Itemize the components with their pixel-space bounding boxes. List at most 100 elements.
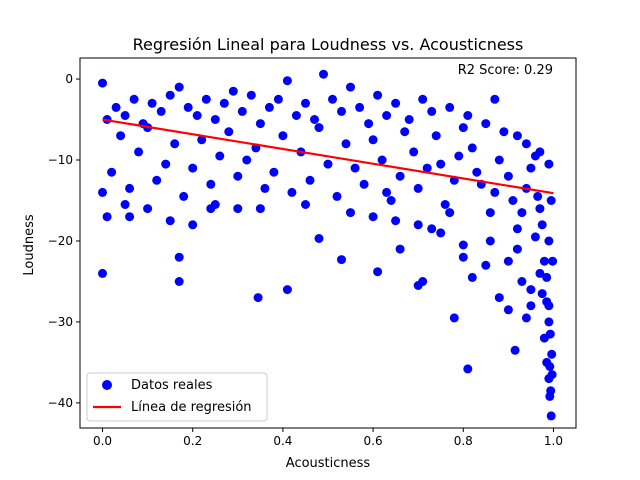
scatter-point [255, 204, 265, 214]
scatter-point [427, 106, 437, 116]
scatter-point [314, 123, 324, 133]
scatter-point [458, 123, 468, 133]
scatter-point [517, 277, 527, 286]
scatter-point [170, 139, 180, 149]
scatter-point [544, 301, 554, 311]
scatter-point [255, 119, 265, 129]
scatter-point [174, 252, 184, 262]
scatter-point [210, 200, 220, 209]
scatter-point [544, 236, 554, 246]
scatter-point [386, 196, 396, 205]
scatter-point [436, 159, 446, 169]
scatter-point [116, 131, 126, 141]
scatter-point [537, 289, 547, 299]
scatter-point [449, 313, 459, 323]
scatter-point [233, 171, 243, 181]
scatter-point [545, 362, 555, 371]
scatter-point [143, 204, 153, 214]
scatter-point [517, 208, 527, 218]
scatter-point [328, 94, 337, 104]
scatter-point [542, 272, 552, 282]
regression-line [102, 118, 554, 195]
scatter-point [494, 293, 504, 303]
scatter-point [413, 183, 423, 193]
y-tick-label: −10 [48, 153, 73, 167]
scatter-point [337, 106, 346, 116]
scatter-point [485, 236, 495, 246]
scatter-point [503, 171, 513, 181]
scatter-point [395, 171, 405, 181]
x-tick-label: 0.8 [454, 434, 473, 448]
scatter-point [427, 224, 437, 234]
scatter-point [535, 204, 545, 214]
scatter-point [512, 131, 522, 141]
scatter-point [183, 102, 193, 112]
scatter-point [319, 69, 328, 79]
x-tick-label: 0.4 [273, 434, 292, 448]
scatter-point [418, 94, 428, 104]
scatter-point [98, 187, 107, 197]
scatter-point [219, 98, 229, 108]
scatter-point [537, 220, 547, 230]
scatter-point [188, 220, 198, 230]
scatter-point [346, 208, 355, 218]
scatter-point [201, 94, 211, 104]
scatter-point [233, 204, 243, 214]
scatter-point [445, 208, 455, 218]
scatter-point [546, 196, 556, 205]
scatter-point [174, 277, 184, 286]
scatter-point [291, 111, 301, 120]
legend-label-scatter: Datos reales [131, 378, 213, 393]
scatter-point [310, 115, 319, 124]
scatter-point [161, 159, 171, 169]
scatter-point [508, 196, 518, 205]
scatter-point [147, 98, 157, 108]
scatter-point [179, 191, 189, 201]
scatter-point [253, 293, 263, 303]
scatter-point [273, 94, 283, 104]
scatter-point [364, 119, 374, 129]
scatter-point [129, 94, 139, 104]
legend-label-line: Línea de regresión [131, 400, 252, 415]
scatter-point [512, 244, 522, 254]
scatter-point [377, 155, 387, 165]
scatter-point [521, 139, 531, 149]
scatter-point [382, 187, 392, 197]
scatter-point [98, 78, 107, 88]
x-tick-label: 1.0 [544, 434, 563, 448]
scatter-point [314, 234, 324, 243]
scatter-point [458, 252, 468, 262]
scatter-point [350, 163, 360, 173]
scatter-point [490, 94, 500, 104]
scatter-point [242, 155, 252, 165]
scatter-point [107, 167, 117, 177]
scatter-point [337, 255, 346, 265]
scatter-point [301, 98, 310, 108]
scatter-point [400, 127, 410, 137]
scatter-point [463, 364, 473, 374]
scatter-point [544, 317, 554, 327]
scatter-point [521, 313, 531, 323]
scatter-point [494, 155, 504, 165]
scatter-point [332, 191, 342, 201]
scatter-point [165, 90, 175, 100]
scatter-point [341, 139, 351, 149]
scatter-point [409, 147, 419, 157]
scatter-point [368, 135, 378, 145]
scatter-point [323, 159, 333, 169]
scatter-point [490, 187, 500, 197]
x-tick-label: 0.0 [93, 434, 112, 448]
scatter-point [282, 76, 292, 86]
r2-score-annotation: R2 Score: 0.29 [458, 63, 553, 78]
y-tick-label: −30 [48, 315, 73, 329]
scatter-point [102, 212, 112, 222]
scatter-point [382, 111, 392, 120]
scatter-point [512, 224, 522, 234]
scatter-point [545, 329, 555, 339]
scatter-point [224, 127, 234, 137]
scatter-point [134, 147, 144, 157]
scatter-point [278, 131, 288, 141]
scatter-point [458, 240, 468, 250]
scatter-point [418, 277, 428, 286]
